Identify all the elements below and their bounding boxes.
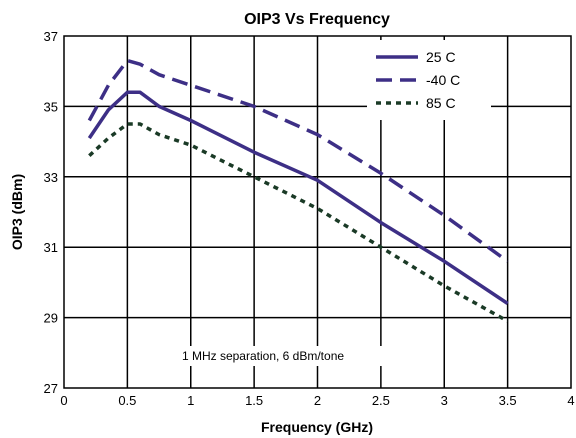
series-line — [87, 90, 509, 305]
legend-label: 85 C — [426, 95, 456, 111]
y-tick-label: 37 — [44, 29, 58, 44]
series-lines — [87, 58, 509, 323]
y-tick-label: 35 — [44, 99, 58, 114]
x-tick-label: 3 — [441, 393, 448, 408]
x-tick-label: 4 — [567, 393, 574, 408]
legend-label: 25 C — [426, 49, 456, 65]
x-tick-label: 0 — [60, 393, 67, 408]
chart-title: OIP3 Vs Frequency — [244, 11, 390, 28]
series-line — [87, 58, 509, 263]
annotation-text: 1 MHz separation, 6 dBm/tone — [182, 349, 344, 363]
y-axis-label: OIP3 (dBm) — [9, 174, 25, 250]
x-tick-label: 0.5 — [118, 393, 136, 408]
y-tick-label: 29 — [44, 311, 58, 326]
annotation-box — [140, 346, 390, 366]
series-line — [88, 122, 509, 323]
legend-label: -40 C — [426, 72, 460, 88]
x-tick-label: 2 — [314, 393, 321, 408]
x-tick-label: 1.5 — [245, 393, 263, 408]
x-tick-label: 2.5 — [372, 393, 390, 408]
x-tick-label: 3.5 — [499, 393, 517, 408]
y-tick-label: 31 — [44, 240, 58, 255]
tick-labels: 0 0.5 1 1.5 2 2.5 3 3.5 4 27 29 31 33 35 37 — [44, 29, 575, 408]
x-axis-label: Frequency (GHz) — [261, 419, 373, 435]
x-tick-label: 1 — [187, 393, 194, 408]
y-tick-label: 27 — [44, 381, 58, 396]
y-tick-label: 33 — [44, 170, 58, 185]
legend: 25 C -40 C 85 C — [376, 49, 460, 111]
plot-frame — [63, 35, 572, 389]
